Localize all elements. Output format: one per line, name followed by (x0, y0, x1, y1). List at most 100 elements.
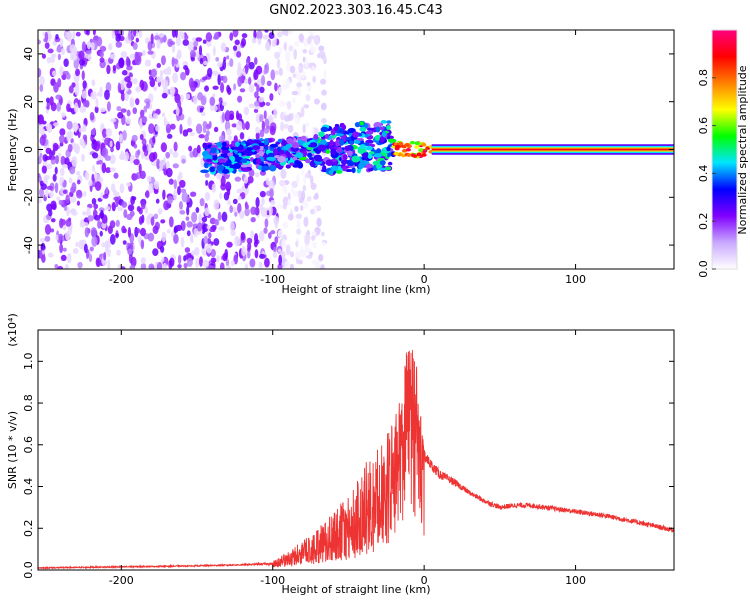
colorbar-frame (711, 29, 738, 270)
spectrogram-cell (189, 131, 195, 137)
spectrogram-cell (157, 208, 163, 215)
spectrogram-cell (99, 57, 105, 63)
spectrogram-cell (94, 105, 99, 114)
spectrogram-cell (73, 143, 80, 154)
spectrogram-cell (99, 60, 106, 69)
spectrogram-cell (227, 152, 234, 157)
spectrogram-cell (190, 250, 197, 256)
spectrogram-cell (145, 100, 150, 109)
spectrogram-cell (352, 131, 360, 138)
spectrogram-cell (250, 206, 257, 215)
spectrogram-cell (232, 45, 238, 51)
spectrogram-cell (224, 248, 229, 260)
spectrogram-cell (140, 239, 145, 250)
spectrogram-cell (109, 220, 116, 229)
spectrogram-cell (387, 161, 393, 166)
spectrogram-cell (289, 162, 294, 166)
spectrogram-cell (38, 39, 41, 45)
spectrogram-cell (55, 155, 60, 165)
spectrogram-cell (86, 30, 90, 36)
spectrogram-cell (104, 155, 111, 161)
spectrogram-cell (230, 155, 236, 163)
spectrogram-cell (59, 128, 66, 136)
spectrogram-cell (310, 35, 317, 40)
spectrogram-cell (55, 234, 59, 241)
spectrogram-cell (60, 156, 65, 166)
spectrogram-cell (240, 164, 249, 168)
spectrogram-cell (46, 97, 51, 104)
spectrogram-cell (234, 211, 238, 217)
spectrogram-cell (245, 204, 250, 210)
spectrogram-cell (73, 102, 79, 114)
spectrogram-cell (359, 126, 367, 132)
spectrogram-cell (237, 195, 242, 201)
spectrogram-cell (246, 237, 253, 244)
spectrogram-cell (139, 109, 145, 118)
spectrogram-cell (152, 136, 156, 144)
spectrogram-cell (244, 142, 251, 147)
spectrogram-cell (113, 196, 120, 201)
spectrogram-cell (282, 83, 288, 91)
spectrogram-cell (59, 65, 64, 76)
spectrogram-cell (292, 190, 299, 197)
spectrogram-cell (148, 183, 154, 194)
spectrogram-cell (171, 30, 176, 38)
spectrogram-cell (254, 82, 258, 87)
spectrogram-cell (227, 135, 233, 141)
spectrogram-cell (200, 111, 206, 117)
spectrogram-cell (102, 128, 108, 139)
spectrogram-cell (183, 65, 189, 71)
spectrogram-cell (264, 118, 270, 128)
spectrogram-cell (91, 152, 99, 159)
spectrogram-cell (217, 211, 222, 221)
spectrogram-cell (133, 30, 137, 37)
spectrogram-cell (296, 174, 300, 185)
spectrogram-cell (99, 45, 107, 52)
spectrogram-cell (372, 160, 379, 166)
spectrogram-cell (147, 50, 154, 55)
spectrogram-cell (294, 205, 299, 212)
spectrogram-cell (48, 191, 54, 198)
spectrogram-cell (88, 179, 93, 187)
spectrogram-cell (52, 142, 59, 152)
spectrogram-cell (148, 152, 156, 163)
spectrogram-cell (128, 252, 133, 264)
spectrogram-cell (127, 226, 132, 238)
spectrogram-cell (65, 194, 70, 204)
spectrogram-cell (196, 144, 201, 154)
spectrogram-cell (47, 252, 54, 258)
spectrogram-cell (210, 147, 217, 154)
spectrogram-cell (318, 45, 325, 52)
spectrogram-cell (313, 134, 319, 140)
spectrogram-cell (268, 232, 272, 239)
spectrogram-cell (155, 198, 160, 204)
spectrogram-cell (126, 80, 133, 89)
spectrogram-cell (217, 158, 226, 163)
x-tick-label: -100 (260, 273, 285, 286)
spectrogram-cell (212, 85, 219, 90)
spectrogram-cell (132, 42, 138, 50)
spectrogram-cell (254, 57, 258, 65)
spectrogram-cell (184, 247, 191, 253)
spectrogram-cell (120, 51, 128, 58)
spectrogram-cell (115, 140, 121, 151)
spectrogram-cell (272, 251, 278, 259)
spectrogram-cell (283, 123, 289, 129)
spectrogram-cell (177, 99, 182, 109)
spectrogram-cell (60, 48, 66, 56)
spectrogram-cell (288, 45, 294, 52)
spectrogram-cell (379, 136, 385, 143)
spectrogram-cell (298, 33, 304, 42)
spectrogram-cell (53, 82, 59, 93)
spectrogram-cell (79, 138, 85, 147)
spectrogram-cell (216, 61, 223, 68)
spectrogram-cell (277, 248, 282, 253)
spectrogram-cell (143, 105, 148, 113)
spectrogram-cell (365, 163, 374, 169)
spectrogram-cell (132, 60, 136, 66)
spectrogram-cell (62, 247, 67, 252)
spectrogram-cell (63, 58, 69, 67)
x-tick-label: 100 (565, 273, 586, 286)
spectrogram-cell (62, 189, 67, 194)
